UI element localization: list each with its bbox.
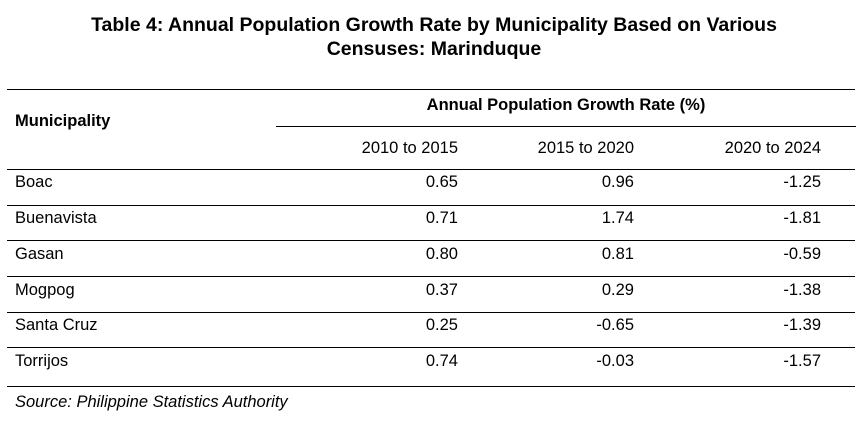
header-bottom-rule <box>7 169 855 170</box>
column-header-2010-2015: 2010 to 2015 <box>361 139 458 157</box>
value-cell: -1.57 <box>783 352 821 370</box>
municipality-header: Municipality <box>15 112 111 130</box>
row-divider <box>7 205 855 206</box>
group-header-rule <box>276 126 856 127</box>
municipality-cell: Boac <box>15 173 53 191</box>
column-header-2020-2024: 2020 to 2024 <box>724 139 821 157</box>
source-note: Source: Philippine Statistics Authority <box>15 393 288 411</box>
value-cell: 0.29 <box>601 281 634 299</box>
value-cell: 0.81 <box>601 245 634 263</box>
municipality-cell: Mogpog <box>15 281 75 299</box>
table-bottom-rule <box>7 386 855 387</box>
row-divider <box>7 276 855 277</box>
value-cell: -0.59 <box>783 245 821 263</box>
value-cell: 0.71 <box>425 209 458 227</box>
value-cell: 1.74 <box>601 209 634 227</box>
value-cell: 0.65 <box>425 173 458 191</box>
growth-rate-group-header: Annual Population Growth Rate (%) <box>426 96 706 114</box>
row-divider <box>7 347 855 348</box>
value-cell: 0.37 <box>425 281 458 299</box>
value-cell: -1.81 <box>783 209 821 227</box>
value-cell: -0.65 <box>596 316 634 334</box>
value-cell: 0.74 <box>425 352 458 370</box>
row-divider <box>7 240 855 241</box>
value-cell: 0.80 <box>425 245 458 263</box>
value-cell: -1.25 <box>783 173 821 191</box>
table-title-line2: Censuses: Marinduque <box>326 38 542 60</box>
table-title-line1: Table 4: Annual Population Growth Rate b… <box>91 14 777 36</box>
municipality-cell: Buenavista <box>15 209 97 227</box>
value-cell: -1.39 <box>783 316 821 334</box>
value-cell: 0.25 <box>425 316 458 334</box>
row-divider <box>7 312 855 313</box>
value-cell: 0.96 <box>601 173 634 191</box>
table-title: Table 4: Annual Population Growth Rate b… <box>12 13 856 61</box>
municipality-cell: Torrijos <box>15 352 69 370</box>
top-rule <box>7 89 855 90</box>
column-header-2015-2020: 2015 to 2020 <box>537 139 634 157</box>
municipality-cell: Gasan <box>15 245 64 263</box>
value-cell: -1.38 <box>783 281 821 299</box>
municipality-cell: Santa Cruz <box>15 316 98 334</box>
value-cell: -0.03 <box>596 352 634 370</box>
